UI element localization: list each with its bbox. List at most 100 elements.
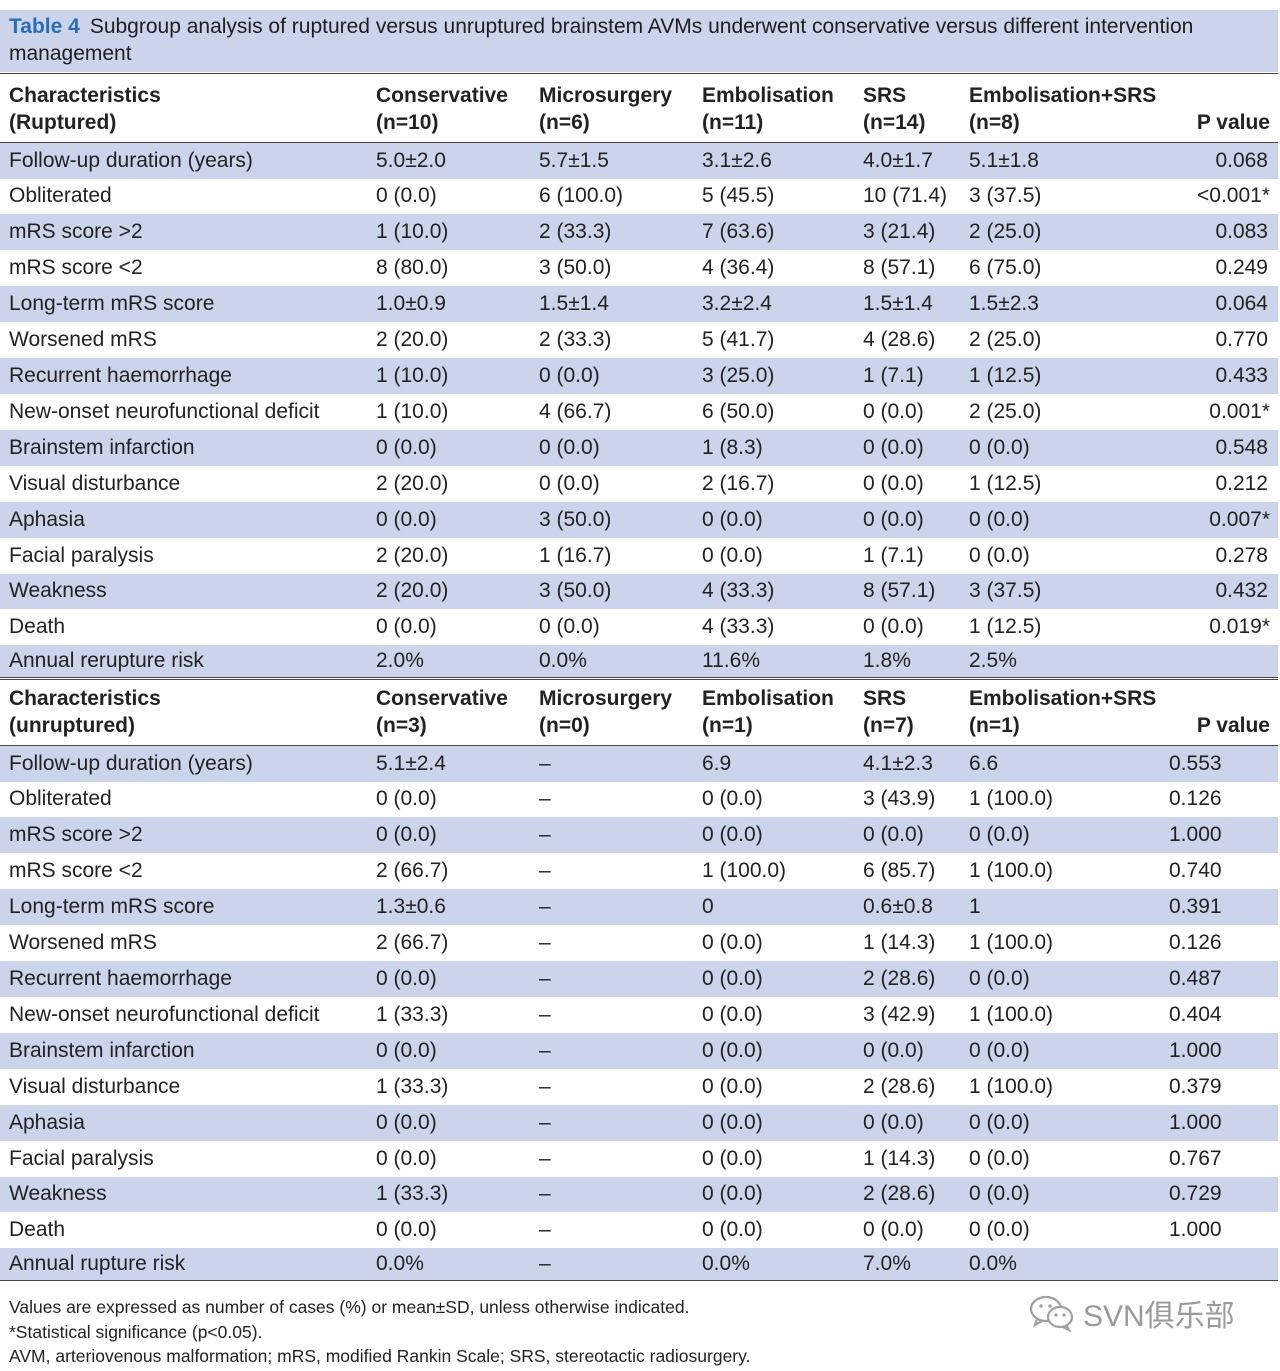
table-cell: 0 (0.0) <box>693 816 854 853</box>
table-row: Worsened mRS 2 (20.0) 2 (33.3) 5 (41.7) 4 (2… <box>0 322 1278 358</box>
p-value-cell: 0.007* <box>1160 501 1278 538</box>
table-cell: 0.0% <box>693 1247 854 1281</box>
table-row: mRS score <2 2 (66.7) – 1 (100.0) 6 (85.7) 1 … <box>0 853 1278 889</box>
table-cell: 0 (0.0) <box>376 787 437 810</box>
row-label: Annual rupture risk <box>0 1247 367 1281</box>
table-cell: – <box>530 960 693 997</box>
row-label: mRS score >2 <box>0 213 367 250</box>
table-cell: 4 (33.3) <box>702 614 775 638</box>
column-header: Microsurgery (n=6) <box>530 74 693 143</box>
column-header-line: Conservative <box>376 84 508 107</box>
row-label: New-onset neurofunctional deficit <box>9 399 320 423</box>
table-row: Aphasia 0 (0.0) 3 (50.0) 0 (0.0) 0 (0.0) 0 (0… <box>0 501 1278 538</box>
table-cell: 1 (100.0) <box>969 787 1054 810</box>
table-cell: 0 (0.0) <box>969 543 1030 567</box>
p-value-cell: 0.432 <box>1160 573 1278 609</box>
table-cell: 0 (0.0) <box>702 1074 763 1098</box>
table-cell: 2 (20.0) <box>376 327 449 351</box>
column-header-line: Microsurgery <box>539 687 673 710</box>
table-cell: – <box>539 930 551 954</box>
p-value-cell: 0.126 <box>1169 787 1222 810</box>
table-row: Facial paralysis 0 (0.0) – 0 (0.0) 1 (14.3) 0… <box>0 1141 1278 1177</box>
column-header: Conservative (n=10) <box>367 74 530 143</box>
table-cell: 0 (0.0) <box>854 1104 960 1141</box>
row-label: Death <box>9 1217 66 1241</box>
row-label: mRS score <2 <box>9 255 143 279</box>
table-cell: 2 (25.0) <box>960 213 1160 250</box>
table-row: New-onset neurofunctional deficit 1 (33.3… <box>0 997 1278 1033</box>
column-header: Microsurgery (n=0) <box>530 680 693 746</box>
table-cell: 2 (20.0) <box>376 471 449 495</box>
table-cell: 8 (57.1) <box>854 573 960 609</box>
unruptured-table: Characteristics (unruptured) Conservative (… <box>0 679 1278 1281</box>
watermark: SVN俱乐部 <box>1029 1293 1269 1333</box>
table-cell: 0 (0.0) <box>960 1032 1160 1069</box>
table-cell: 5.1±1.8 <box>960 142 1160 179</box>
column-header: SRS (n=7) <box>854 680 960 746</box>
table-cell: 1 (12.5) <box>969 614 1042 638</box>
table-cell: – <box>530 1176 693 1212</box>
column-header-line: (n=1) <box>702 714 753 737</box>
table-row: mRS score >2 1 (10.0) 2 (33.3) 7 (63.6) 3 (2… <box>0 213 1278 250</box>
table-cell: 6 (100.0) <box>539 184 624 207</box>
row-label: Aphasia <box>0 1104 367 1141</box>
table-cell: 2 (20.0) <box>376 543 449 567</box>
column-header-line: Embolisation <box>702 687 834 710</box>
column-header: P value <box>1160 74 1278 143</box>
p-value-cell: 0.553 <box>1160 745 1278 782</box>
table-cell: 0 (0.0) <box>863 399 924 423</box>
table-row: New-onset neurofunctional deficit 1 (10.0… <box>0 394 1278 430</box>
table-cell: 4 (66.7) <box>539 399 612 423</box>
column-header-line: Embolisation+SRS <box>969 84 1157 107</box>
table-cell: 5.0±2.0 <box>367 142 530 179</box>
table-cell: 11.6% <box>693 644 854 678</box>
p-value-cell: 0.019* <box>1209 614 1270 638</box>
column-header: Conservative (n=3) <box>367 680 530 746</box>
row-label: Facial paralysis <box>9 543 154 567</box>
table-row: Worsened mRS 2 (66.7) – 0 (0.0) 1 (14.3) 1 (1… <box>0 925 1278 961</box>
table-cell: 0 (0.0) <box>969 1146 1030 1170</box>
table-row: Long-term mRS score 1.0±0.9 1.5±1.4 3.2±2.4… <box>0 285 1278 322</box>
table-cell: 0 (0.0) <box>376 184 437 207</box>
table-cell: 1 (10.0) <box>367 357 530 394</box>
table-row: Visual disturbance 1 (33.3) – 0 (0.0) 2 (28.… <box>0 1069 1278 1105</box>
table-cell: 3 (50.0) <box>530 573 693 609</box>
row-label: Obliterated <box>9 787 112 810</box>
table-cell: 1 (33.3) <box>376 1074 449 1098</box>
table-cell: 3 (37.5) <box>960 573 1160 609</box>
table-cell: 2 (28.6) <box>854 960 960 997</box>
table-cell: 0 (0.0) <box>702 787 763 810</box>
p-value-cell: 0.249 <box>1215 255 1268 279</box>
table-row: Death 0 (0.0) – 0 (0.0) 0 (0.0) 0 (0.0) 1.000 <box>0 1212 1278 1248</box>
table-cell: 5.1±2.4 <box>367 745 530 782</box>
table-cell: 1 (100.0) <box>969 1002 1054 1026</box>
table-cell: 1 (10.0) <box>376 399 449 423</box>
table-cell: – <box>539 858 551 882</box>
column-header-line: Embolisation+SRS <box>969 687 1157 710</box>
column-header: Embolisation (n=11) <box>693 74 854 143</box>
table-cell: 1 (33.3) <box>376 1002 449 1026</box>
table-row: Weakness 2 (20.0) 3 (50.0) 4 (33.3) 8 (57.1)… <box>0 573 1278 609</box>
table-cell: – <box>539 1217 551 1241</box>
table-cell: – <box>539 1002 551 1026</box>
table-cell: 1 (12.5) <box>969 471 1042 495</box>
row-label: Facial paralysis <box>9 1146 154 1170</box>
table-cell: 4.0±1.7 <box>854 142 960 179</box>
table-cell: 0 (0.0) <box>854 816 960 853</box>
table-cell: 0 (0.0) <box>376 1217 437 1241</box>
row-label: Long-term mRS score <box>0 888 367 925</box>
table-cell: 2 (25.0) <box>969 399 1042 423</box>
column-header-line: (n=8) <box>969 111 1020 134</box>
table-cell: 5 (45.5) <box>702 184 775 207</box>
table-cell: 0 (0.0) <box>367 429 530 466</box>
p-value-cell: 0.404 <box>1169 1002 1222 1026</box>
table-cell: 0 (0.0) <box>854 429 960 466</box>
table-row: Follow-up duration (years) 5.0±2.0 5.7±1.5… <box>0 142 1278 179</box>
header-row: Characteristics (Ruptured) Conservative (n=… <box>0 73 1278 143</box>
p-value-cell: 1.000 <box>1160 1104 1278 1141</box>
table-cell: 0 (0.0) <box>702 930 763 954</box>
ruptured-table: Characteristics (Ruptured) Conservative (n=… <box>0 73 1278 678</box>
column-header: SRS (n=14) <box>854 74 960 143</box>
table-cell: – <box>530 1104 693 1141</box>
table-cell: 0 (0.0) <box>854 501 960 538</box>
